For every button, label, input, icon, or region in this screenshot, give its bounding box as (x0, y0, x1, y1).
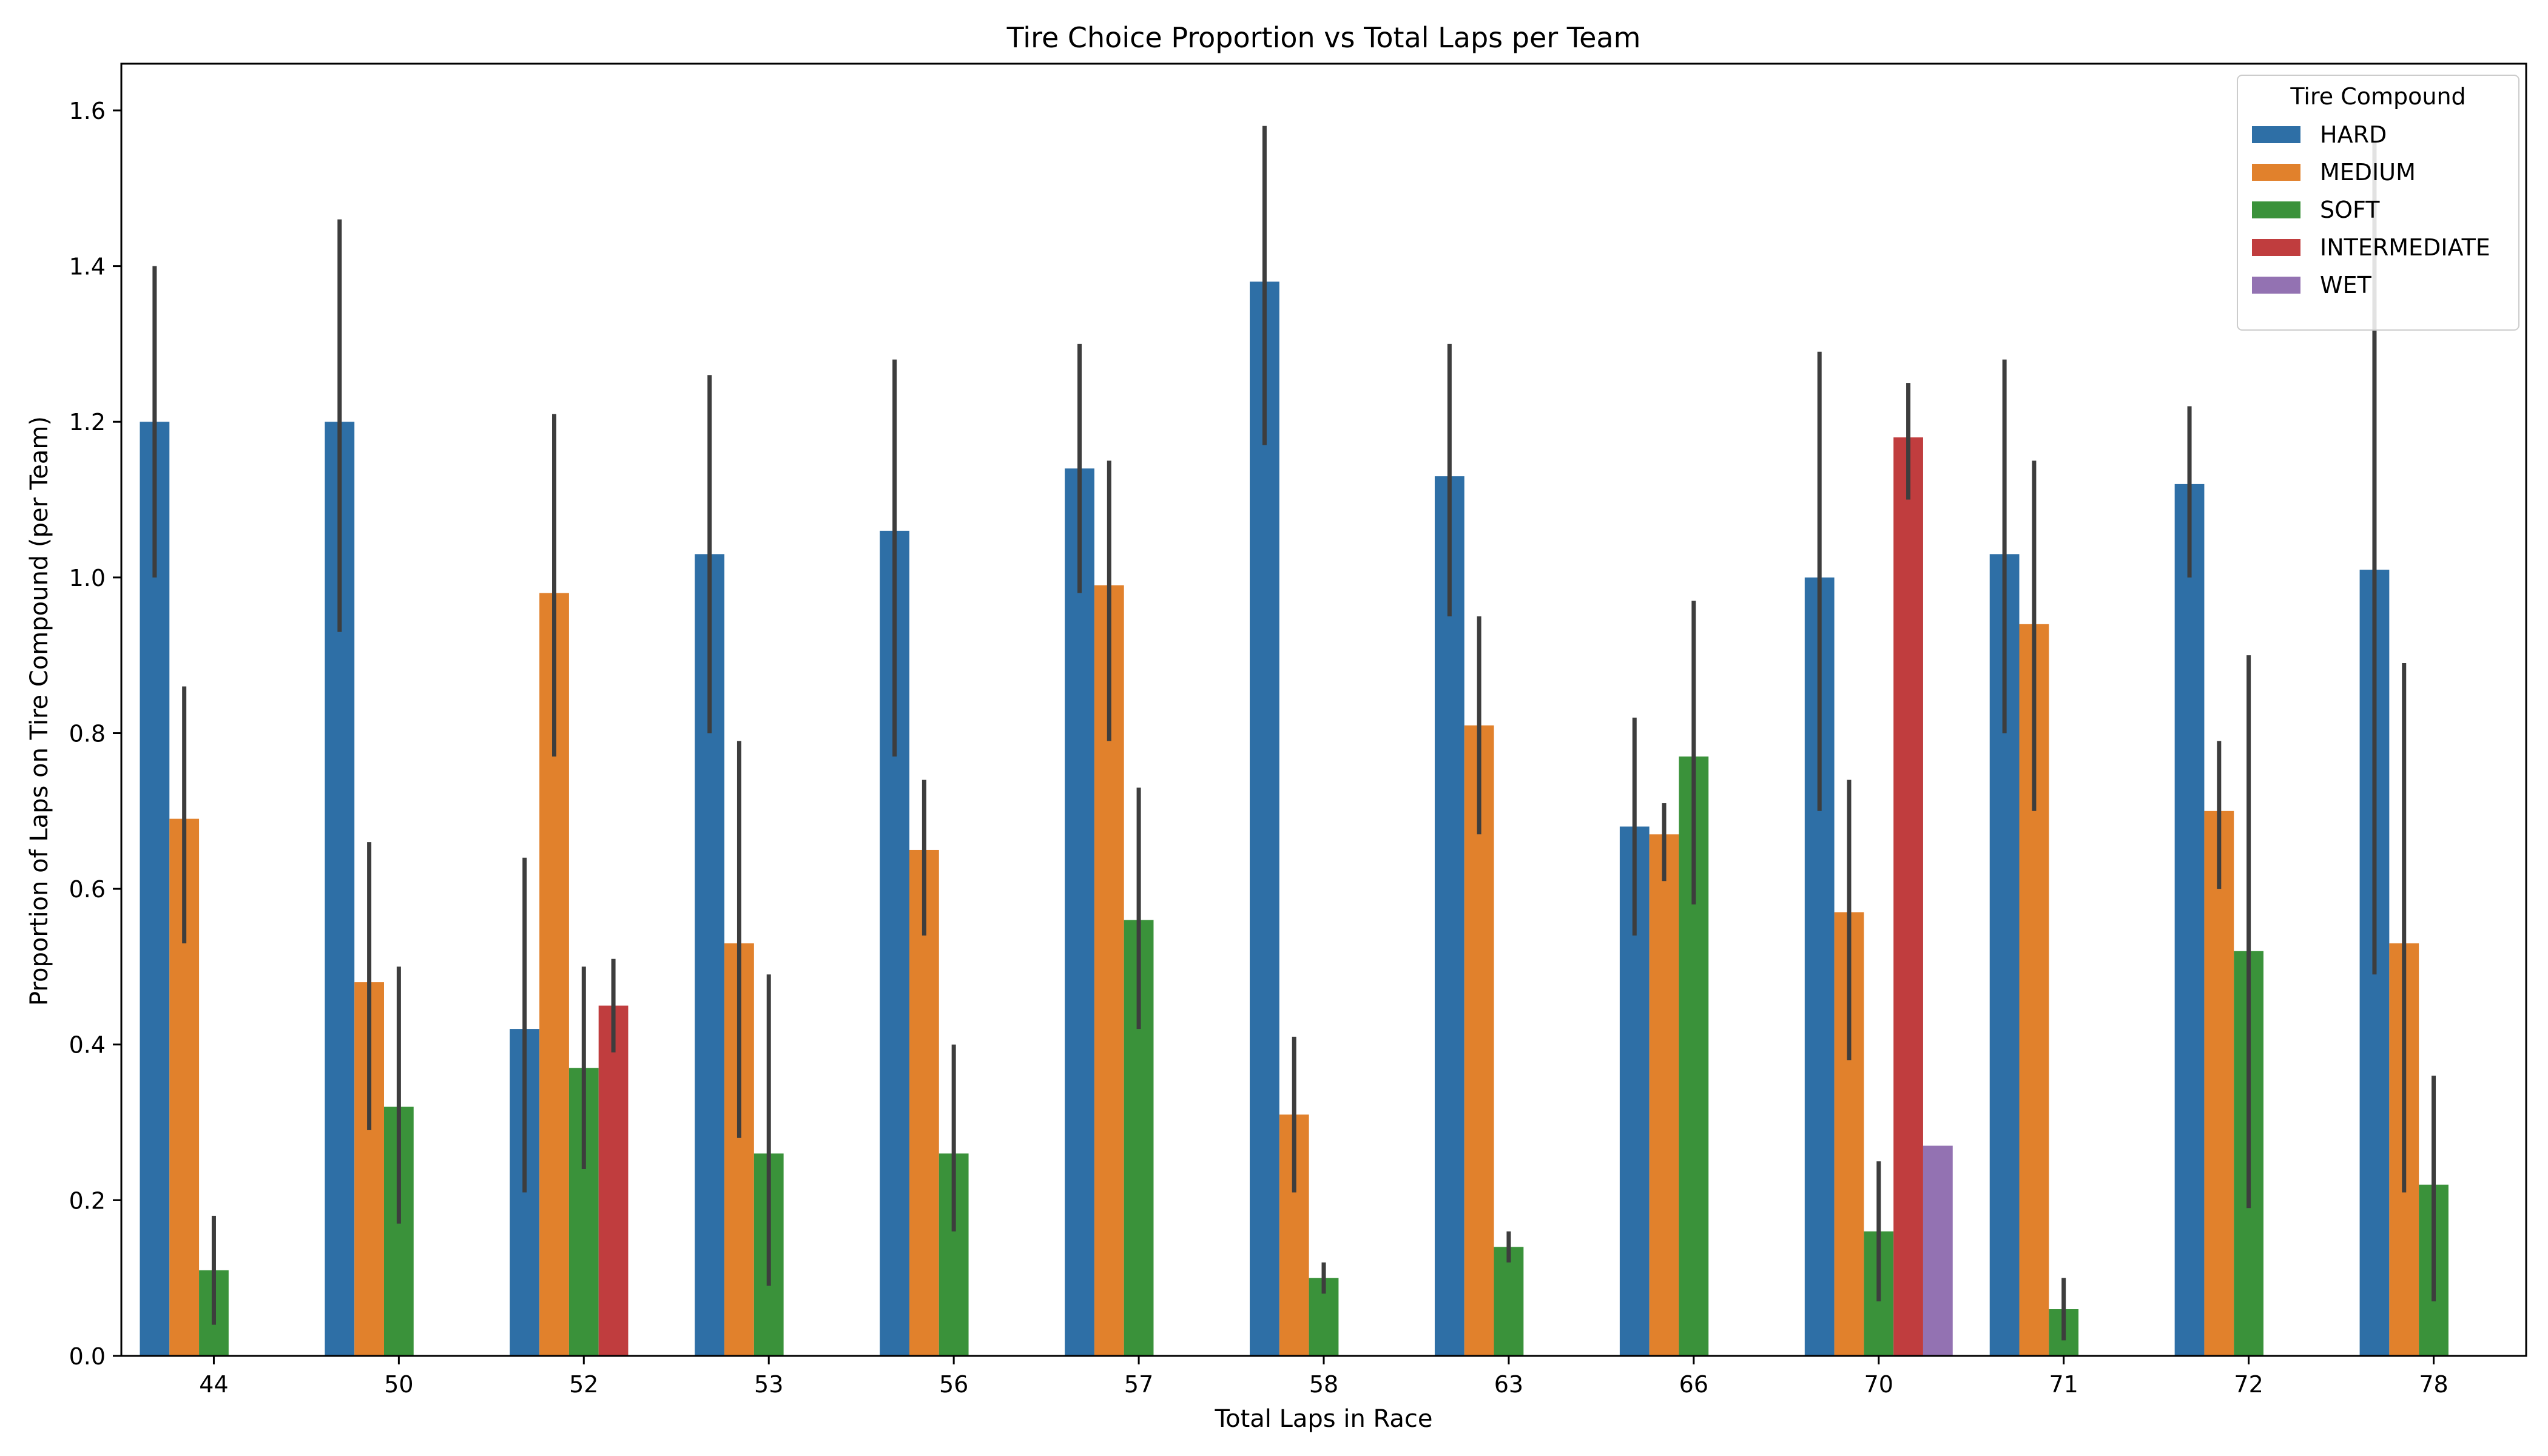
bar-medium-72 (2204, 811, 2234, 1356)
legend-label-wet: WET (2320, 272, 2372, 298)
y-tick-label: 0.8 (69, 720, 106, 747)
error-bars (152, 126, 2436, 1341)
legend-label-medium: MEDIUM (2320, 159, 2416, 186)
legend-label-soft: SOFT (2320, 197, 2380, 223)
y-tick-label: 0.4 (69, 1032, 106, 1059)
y-axis-label: Proportion of Laps on Tire Compound (per… (25, 416, 53, 1006)
x-tick-label: 63 (1494, 1371, 1523, 1398)
bar-intermediate-52 (598, 1005, 629, 1356)
legend-swatch-intermediate (2252, 239, 2300, 256)
bar-wet-70 (1923, 1145, 1953, 1356)
legend-items: HARD MEDIUM SOFT INTERMEDIATE WET (2252, 121, 2490, 298)
x-tick-label: 52 (569, 1371, 598, 1398)
x-tick-label: 72 (2234, 1371, 2263, 1398)
legend-swatch-soft (2252, 201, 2300, 218)
x-axis-label: Total Laps in Race (1214, 1405, 1432, 1433)
y-tick-label: 1.6 (69, 98, 106, 124)
legend-swatch-hard (2252, 126, 2300, 143)
x-tick-label: 57 (1124, 1371, 1153, 1398)
legend-title: Tire Compound (2290, 83, 2465, 110)
plot-frame (120, 62, 2527, 1357)
chart-title: Tire Choice Proportion vs Total Laps per… (1006, 21, 1641, 54)
bar-soft-63 (1494, 1247, 1524, 1356)
y-tick-label: 1.4 (69, 254, 106, 280)
y-tick-label: 0.0 (69, 1343, 106, 1370)
legend-swatch-medium (2252, 164, 2300, 181)
y-tick-label: 0.2 (69, 1187, 106, 1214)
y-tick-label: 1.2 (69, 409, 106, 436)
bar-intermediate-70 (1893, 437, 1923, 1357)
x-tick-label: 70 (1864, 1371, 1893, 1398)
bar-hard-63 (1434, 476, 1464, 1356)
bar-medium-66 (1649, 834, 1679, 1356)
x-tick-label: 71 (2049, 1371, 2078, 1398)
x-tick-label: 56 (939, 1371, 968, 1398)
bar-hard-72 (2174, 484, 2205, 1356)
x-tick-label: 44 (199, 1371, 228, 1398)
x-axis-ticks: 44 50 52 53 56 57 58 63 66 70 71 72 78 (199, 1356, 2449, 1398)
y-tick-label: 0.6 (69, 876, 106, 903)
x-tick-label: 53 (754, 1371, 783, 1398)
x-tick-label: 50 (384, 1371, 413, 1398)
y-tick-label: 1.0 (69, 565, 106, 592)
x-tick-label: 66 (1679, 1371, 1708, 1398)
legend: Tire Compound HARD MEDIUM SOFT INTERMEDIATE… (2237, 75, 2519, 331)
y-axis-ticks: 0.0 0.2 0.4 0.6 0.8 1.0 1.2 1.4 1.6 (69, 98, 121, 1370)
legend-swatch-wet (2252, 277, 2300, 294)
x-tick-label: 58 (1309, 1371, 1338, 1398)
bar-hard-58 (1250, 281, 1279, 1356)
legend-label-hard: HARD (2320, 121, 2387, 148)
x-tick-label: 78 (2419, 1371, 2448, 1398)
bar-hard-57 (1065, 468, 1094, 1356)
legend-label-intermediate: INTERMEDIATE (2320, 234, 2490, 261)
legend-box (2237, 75, 2519, 331)
